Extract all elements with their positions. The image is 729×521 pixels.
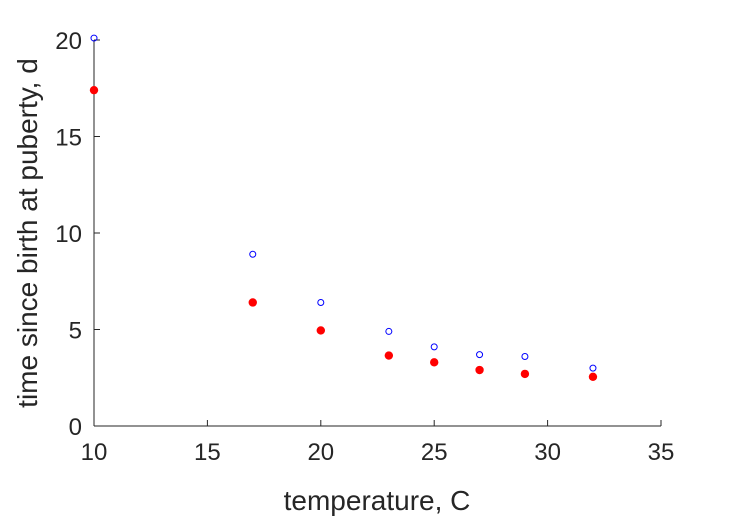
series-2 [89, 85, 598, 381]
x-tick-label: 20 [307, 439, 334, 466]
y-tick-label: 0 [69, 414, 82, 441]
filled-circle-point [475, 365, 484, 375]
filled-circle-point [248, 298, 257, 307]
open-circle-point [90, 34, 98, 42]
open-circle-point [317, 298, 325, 306]
x-tick-label: 10 [81, 439, 108, 466]
filled-circle-point [520, 369, 530, 379]
data-points [89, 34, 598, 381]
open-circle-point [430, 343, 438, 351]
x-tick-label: 25 [421, 439, 448, 466]
y-axis-label: time since birth at puberty, d [12, 58, 43, 408]
y-tick-label: 20 [55, 28, 82, 55]
open-circle-point [476, 351, 484, 359]
x-axis-label: temperature, C [284, 485, 471, 516]
open-circle-point [521, 353, 529, 361]
y-tick-label: 15 [55, 125, 82, 152]
open-circle-point [385, 327, 393, 335]
open-circle-point [589, 364, 597, 372]
filled-circle-point [89, 85, 99, 95]
x-tick-label: 15 [194, 439, 221, 466]
open-circle-point [249, 250, 257, 258]
filled-circle-point [430, 358, 439, 367]
ticks: 10 15 20 25 30 35 0 5 10 15 20 [55, 28, 674, 466]
filled-circle-point [384, 351, 394, 360]
axes [93, 40, 661, 427]
y-tick-label: 10 [55, 221, 82, 248]
x-tick-label: 35 [648, 439, 675, 466]
y-tick-label: 5 [69, 318, 82, 345]
series-1 [90, 34, 597, 372]
x-tick-label: 30 [534, 439, 561, 466]
filled-circle-point [316, 326, 325, 335]
filled-circle-point [588, 372, 598, 381]
